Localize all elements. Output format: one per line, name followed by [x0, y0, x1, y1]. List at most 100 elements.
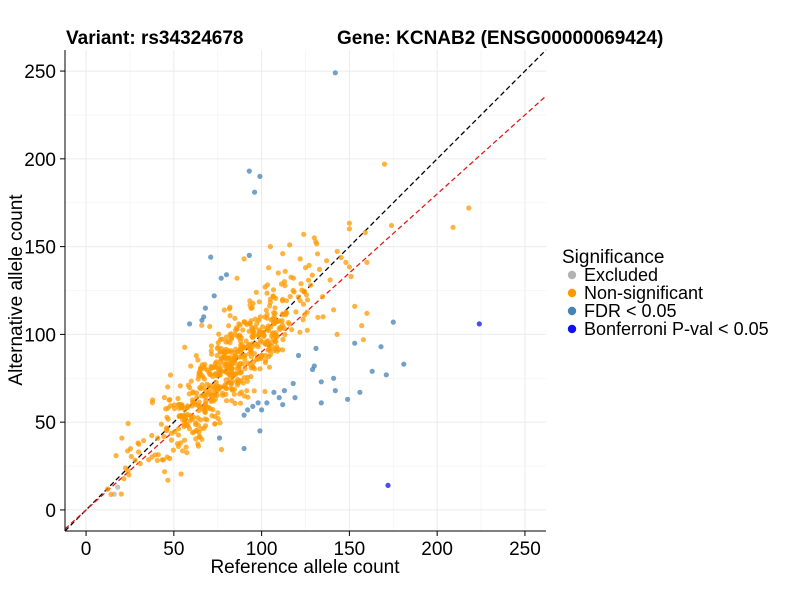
point-non-significant	[218, 349, 224, 355]
legend-swatch-fdr-0-05	[567, 306, 577, 316]
point-non-significant	[207, 406, 214, 412]
point-non-significant	[181, 422, 187, 428]
point-non-significant	[215, 416, 221, 422]
legend-label-excluded: Excluded	[584, 265, 658, 285]
point-non-significant	[185, 382, 191, 388]
point-non-significant	[208, 371, 214, 377]
point-non-significant	[242, 356, 248, 362]
point-non-significant	[178, 471, 184, 477]
point-non-significant	[167, 455, 173, 462]
point-non-significant	[126, 472, 132, 478]
point-non-significant	[162, 469, 168, 475]
point-non-significant	[161, 433, 167, 440]
point-non-significant	[226, 323, 232, 329]
point-non-significant	[121, 476, 127, 482]
point-non-significant	[364, 310, 370, 316]
point-non-significant	[182, 344, 188, 350]
point-non-significant	[388, 222, 395, 229]
x-axis-title: Reference allele count	[210, 557, 400, 578]
x-tick-label: 200	[421, 539, 453, 560]
point-non-significant	[185, 403, 191, 409]
point-non-significant	[244, 374, 251, 381]
data-points	[105, 70, 482, 497]
point-non-significant	[168, 437, 175, 443]
point-non-significant	[311, 235, 317, 241]
point-non-significant	[167, 372, 174, 378]
point-non-significant	[213, 359, 219, 365]
point-non-significant	[155, 435, 161, 441]
point-non-significant	[251, 388, 257, 394]
point-non-significant	[164, 425, 170, 431]
point-fdr-0-05	[241, 445, 247, 452]
point-non-significant	[256, 299, 262, 305]
point-non-significant	[193, 353, 199, 359]
point-non-significant	[216, 331, 222, 337]
legend-label-fdr-0-05: FDR < 0.05	[584, 301, 677, 321]
point-bonferroni-p-val-0-05	[385, 482, 391, 488]
point-non-significant	[274, 348, 280, 354]
point-non-significant	[128, 453, 134, 460]
point-fdr-0-05	[257, 428, 263, 434]
point-non-significant	[228, 381, 234, 387]
point-non-significant	[246, 351, 252, 357]
point-non-significant	[266, 265, 272, 271]
point-non-significant	[265, 347, 271, 353]
point-non-significant	[217, 336, 223, 343]
point-non-significant	[232, 315, 238, 321]
point-non-significant	[149, 454, 155, 460]
point-fdr-0-05	[369, 368, 375, 374]
point-non-significant	[227, 304, 233, 310]
point-non-significant	[331, 307, 337, 313]
point-fdr-0-05	[252, 189, 258, 195]
point-non-significant	[273, 332, 279, 338]
point-non-significant	[231, 386, 238, 392]
point-non-significant	[188, 363, 194, 369]
point-fdr-0-05	[332, 70, 338, 76]
point-non-significant	[300, 301, 307, 307]
point-non-significant	[287, 293, 293, 300]
point-fdr-0-05	[264, 400, 270, 406]
point-non-significant	[196, 371, 202, 377]
point-non-significant	[244, 388, 250, 394]
point-non-significant	[165, 477, 171, 483]
point-non-significant	[188, 378, 194, 384]
point-non-significant	[233, 371, 239, 377]
point-non-significant	[360, 337, 366, 343]
point-non-significant	[297, 256, 303, 262]
point-fdr-0-05	[208, 254, 214, 260]
x-tick-label: 0	[81, 539, 92, 560]
legend-title: Significance	[562, 247, 664, 268]
gene-title: Gene: KCNAB2 (ENSG00000069424)	[337, 28, 663, 49]
point-non-significant	[137, 461, 143, 467]
point-non-significant	[267, 244, 273, 250]
point-non-significant	[304, 327, 310, 333]
point-fdr-0-05	[378, 344, 384, 350]
point-non-significant	[207, 323, 213, 330]
point-non-significant	[223, 334, 229, 340]
point-non-significant	[237, 322, 243, 328]
point-non-significant	[141, 438, 147, 444]
point-non-significant	[167, 397, 173, 403]
point-fdr-0-05	[292, 395, 298, 401]
point-non-significant	[189, 416, 195, 423]
point-non-significant	[364, 259, 370, 265]
point-non-significant	[247, 346, 253, 352]
point-non-significant	[218, 446, 225, 453]
point-fdr-0-05	[281, 388, 287, 394]
point-non-significant	[155, 452, 161, 458]
point-non-significant	[181, 414, 187, 420]
point-non-significant	[192, 400, 198, 406]
point-non-significant	[343, 259, 349, 265]
point-non-significant	[234, 275, 240, 281]
point-non-significant	[282, 332, 288, 338]
point-non-significant	[245, 394, 251, 400]
grid-lines	[65, 50, 546, 531]
point-non-significant	[149, 432, 155, 439]
point-non-significant	[108, 491, 114, 497]
point-non-significant	[324, 258, 330, 264]
point-non-significant	[194, 428, 200, 434]
point-non-significant	[225, 338, 231, 344]
point-non-significant	[279, 322, 285, 328]
point-fdr-0-05	[383, 372, 389, 378]
point-non-significant	[308, 282, 314, 288]
